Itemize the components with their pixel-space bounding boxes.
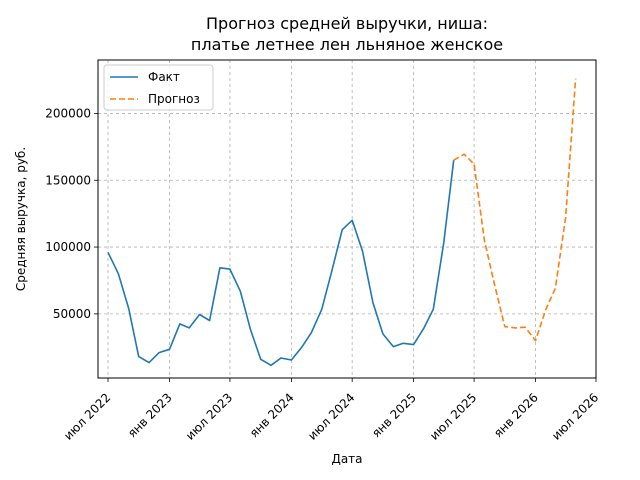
- x-axis: июл 2022 янв 2023 июл 2023 янв 2024 июл 2024…: [61, 378, 601, 443]
- plot-frame: [97, 59, 597, 379]
- x-tick-label: июл 2026: [549, 390, 601, 442]
- y-tick-label: 200000: [45, 106, 91, 120]
- y-axis: 50000 100000 150000 200000: [45, 106, 98, 321]
- y-axis-label: Средняя выручка, руб.: [14, 147, 28, 291]
- grid: [98, 60, 597, 378]
- x-tick-label: июл 2023: [183, 390, 235, 442]
- y-tick-label: 50000: [53, 307, 91, 321]
- x-axis-label: Дата: [331, 452, 362, 466]
- chart-title: Прогноз средней выручки, ниша: платье ле…: [191, 14, 503, 54]
- chart-title-line-2: платье летнее лен льняное женское: [191, 35, 503, 54]
- y-tick-label: 100000: [45, 240, 91, 254]
- legend: Факт Прогноз: [103, 64, 214, 111]
- legend-label: Факт: [148, 70, 180, 84]
- series-line-2: [453, 78, 577, 342]
- legend-label: Прогноз: [148, 92, 200, 106]
- x-tick-label: янв 2024: [247, 390, 297, 440]
- x-tick-label: июл 2022: [61, 390, 113, 442]
- x-tick-label: янв 2025: [369, 390, 419, 440]
- x-tick-label: июл 2024: [305, 390, 357, 442]
- x-tick-label: янв 2023: [125, 390, 175, 440]
- x-tick-label: июл 2025: [427, 390, 479, 442]
- y-tick-label: 150000: [45, 173, 91, 187]
- series-line-1: [107, 160, 455, 367]
- series-lines: [107, 78, 577, 367]
- chart-title-line-1: Прогноз средней выручки, ниша:: [206, 14, 488, 33]
- x-tick-label: янв 2026: [491, 390, 541, 440]
